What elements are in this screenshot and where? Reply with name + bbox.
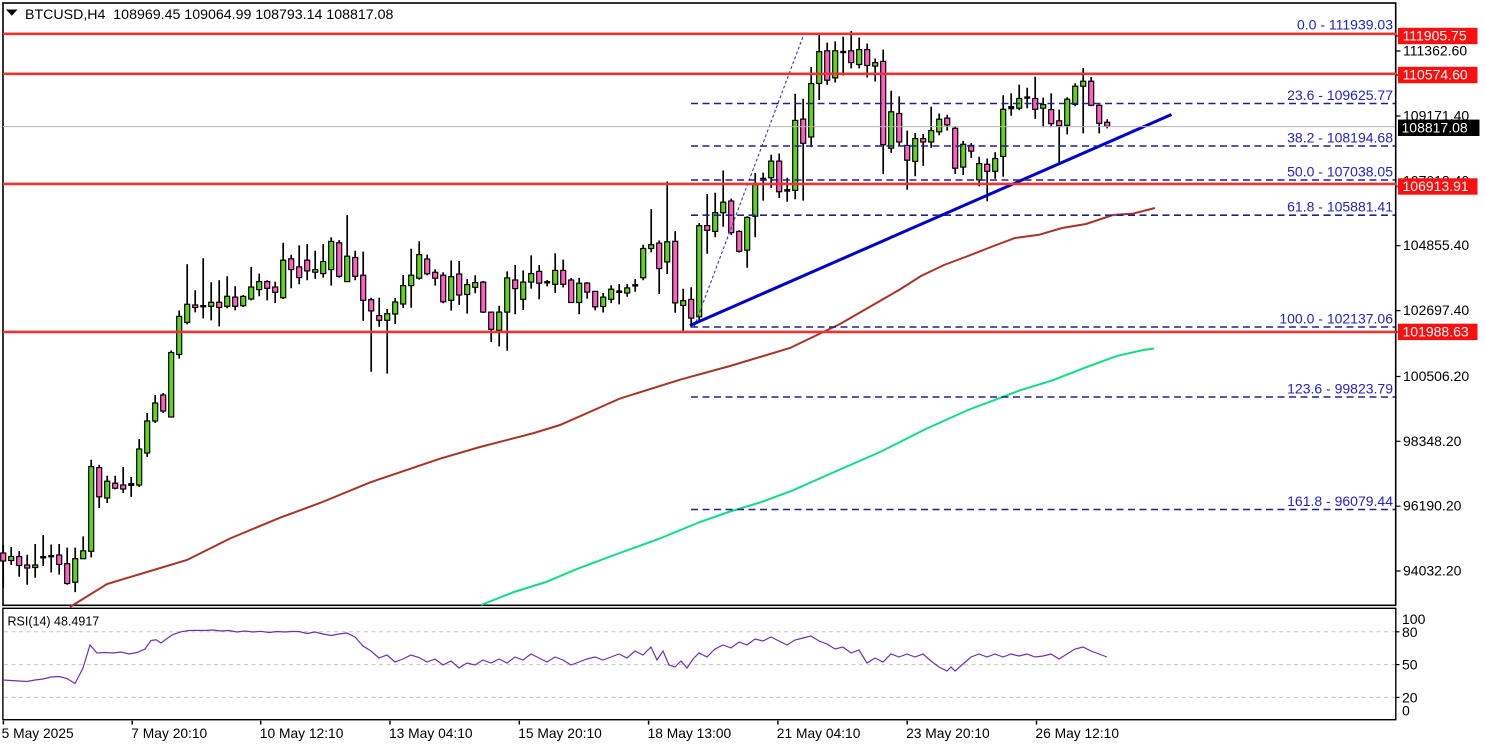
svg-text:0: 0 (1402, 703, 1410, 719)
svg-text:101988.63: 101988.63 (1403, 324, 1469, 340)
svg-text:106913.91: 106913.91 (1403, 178, 1469, 194)
svg-text:26 May 12:10: 26 May 12:10 (1035, 726, 1119, 741)
svg-text:123.6 - 99823.79: 123.6 - 99823.79 (1287, 381, 1393, 397)
svg-text:100506.20: 100506.20 (1403, 368, 1469, 384)
svg-text:100: 100 (1402, 611, 1426, 627)
svg-text:111362.60: 111362.60 (1403, 43, 1467, 59)
svg-text:111905.75: 111905.75 (1403, 28, 1467, 44)
svg-text:96190.20: 96190.20 (1403, 498, 1462, 514)
svg-text:23.6 - 109625.77: 23.6 - 109625.77 (1287, 87, 1393, 103)
svg-text:13 May 04:10: 13 May 04:10 (389, 726, 473, 741)
svg-text:102697.40: 102697.40 (1403, 302, 1469, 318)
svg-text:50.0 - 107038.05: 50.0 - 107038.05 (1287, 164, 1393, 180)
svg-text:10 May 12:10: 10 May 12:10 (260, 726, 344, 741)
svg-text:50: 50 (1402, 657, 1418, 673)
svg-text:23 May 20:10: 23 May 20:10 (906, 726, 990, 741)
svg-text:61.8 - 105881.41: 61.8 - 105881.41 (1287, 199, 1393, 215)
svg-text:108817.08: 108817.08 (1402, 120, 1468, 136)
svg-text:161.8 - 96079.44: 161.8 - 96079.44 (1287, 493, 1393, 509)
svg-text:98348.20: 98348.20 (1403, 433, 1462, 449)
svg-text:38.2 - 108194.68: 38.2 - 108194.68 (1287, 130, 1393, 146)
svg-text:80: 80 (1402, 624, 1418, 640)
svg-text:104855.40: 104855.40 (1403, 237, 1469, 253)
svg-text:110574.60: 110574.60 (1403, 67, 1468, 83)
svg-text:5 May 2025: 5 May 2025 (2, 726, 74, 741)
svg-text:18 May 13:00: 18 May 13:00 (648, 726, 732, 741)
svg-text:0.0 - 111939.03: 0.0 - 111939.03 (1297, 17, 1393, 33)
svg-text:94032.20: 94032.20 (1403, 563, 1462, 579)
svg-text:BTCUSD,H4 108969.45 109064.99: BTCUSD,H4 108969.45 109064.99 108793.14 … (25, 7, 393, 23)
svg-text:21 May 04:10: 21 May 04:10 (777, 726, 861, 741)
svg-text:20: 20 (1402, 690, 1418, 706)
svg-text:RSI(14) 48.4917: RSI(14) 48.4917 (8, 615, 100, 629)
svg-text:7 May 20:10: 7 May 20:10 (131, 726, 207, 741)
svg-text:100.0 - 102137.06: 100.0 - 102137.06 (1279, 311, 1393, 327)
svg-text:15 May 20:10: 15 May 20:10 (518, 726, 602, 741)
svg-text:109171.40: 109171.40 (1403, 108, 1469, 124)
